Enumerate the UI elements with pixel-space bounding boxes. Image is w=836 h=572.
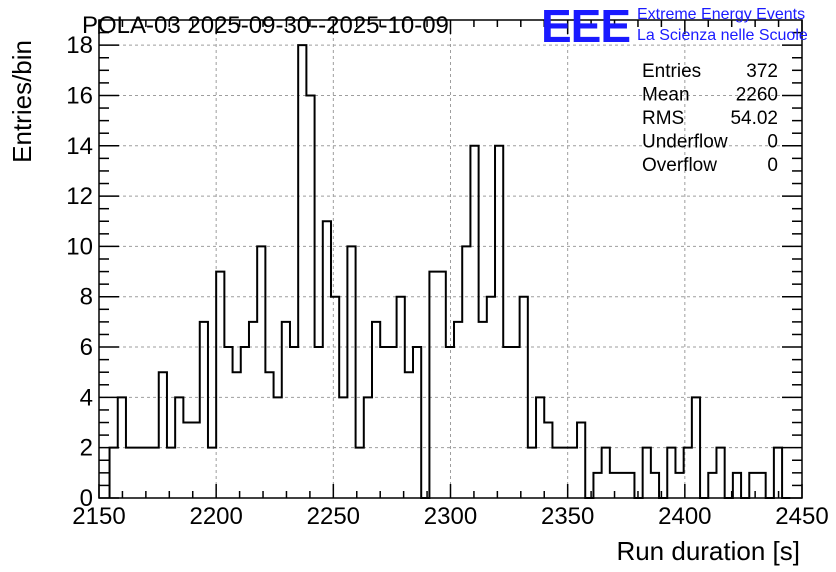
axes xyxy=(98,19,803,499)
stats-label: Overflow xyxy=(642,155,717,176)
stats-label: Underflow xyxy=(642,132,728,153)
tick-labels: 2150 2200 2250 2300 2350 2400 2450 0 2 4 6 8 10 12 14 1… xyxy=(66,32,828,530)
y-tick-label: 8 xyxy=(80,284,93,311)
logo-mark: EEE xyxy=(541,0,630,52)
chart-title: POLA-03 2025-09-30--2025-10-09 xyxy=(82,12,449,39)
stats-value: 2260 xyxy=(736,85,778,106)
x-tick-label: 2350 xyxy=(541,503,594,530)
y-tick-label: 14 xyxy=(66,133,93,160)
stats-value: 0 xyxy=(767,155,778,176)
y-tick-label: 4 xyxy=(80,384,93,411)
y-tick-label: 16 xyxy=(66,82,93,109)
y-tick-label: 12 xyxy=(66,183,93,210)
x-tick-label: 2300 xyxy=(424,503,477,530)
stats-label: RMS xyxy=(642,108,684,129)
y-tick-label: 0 xyxy=(80,485,93,512)
x-tick-label: 2450 xyxy=(775,503,828,530)
logo-line2: La Scienza nelle Scuole xyxy=(637,27,808,44)
histogram-series xyxy=(108,44,791,499)
x-tick-label: 2150 xyxy=(72,503,125,530)
stats-value: 54.02 xyxy=(730,108,778,129)
stats-label: Entries xyxy=(642,61,701,82)
stats-value: 0 xyxy=(767,132,778,153)
x-tick-label: 2400 xyxy=(658,503,711,530)
y-tick-label: 2 xyxy=(80,435,93,462)
y-tick-label: 18 xyxy=(66,32,93,59)
y-tick-label: 10 xyxy=(66,233,93,260)
grid-lines xyxy=(99,20,802,498)
eee-logo: EEE Extreme Energy Events La Scienza nel… xyxy=(541,0,808,52)
plot-frame xyxy=(98,19,803,499)
y-tick-label: 6 xyxy=(80,334,93,361)
x-tick-label: 2200 xyxy=(189,503,242,530)
x-axis-label: Run duration [s] xyxy=(616,536,800,566)
x-tick-label: 2250 xyxy=(307,503,360,530)
logo-line1: Extreme Energy Events xyxy=(637,6,805,23)
stats-value: 372 xyxy=(746,61,778,82)
stats-label: Mean xyxy=(642,85,690,106)
y-axis-label: Entries/bin xyxy=(7,40,37,163)
